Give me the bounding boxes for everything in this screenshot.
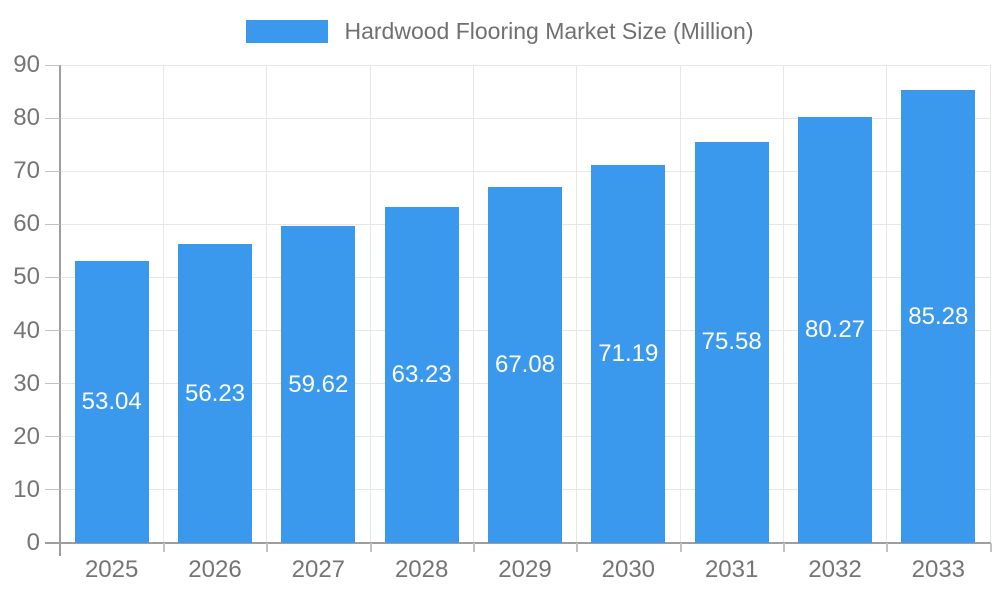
x-axis-tick-label: 2032 xyxy=(808,556,862,583)
legend: Hardwood Flooring Market Size (Million) xyxy=(0,0,1000,62)
x-axis-tick xyxy=(782,543,785,552)
x-axis-tick-label: 2027 xyxy=(291,556,346,583)
gridline-vertical xyxy=(886,65,888,543)
bar[interactable] xyxy=(178,244,252,543)
x-axis-tick xyxy=(679,543,682,552)
y-axis-tick-label: 60 xyxy=(13,210,40,238)
y-axis-tick xyxy=(45,117,60,119)
bar[interactable] xyxy=(591,164,666,543)
legend-label: Hardwood Flooring Market Size (Million) xyxy=(344,17,754,44)
y-axis-tick-label: 80 xyxy=(13,104,40,132)
x-axis-tick-label: 2026 xyxy=(188,556,242,583)
y-axis-tick-label: 10 xyxy=(13,475,40,503)
gridline-vertical xyxy=(576,65,578,543)
x-axis-tick xyxy=(369,543,372,552)
gridline-vertical xyxy=(989,65,991,543)
gridline-horizontal xyxy=(60,64,990,66)
bar[interactable] xyxy=(74,261,149,543)
x-axis-tick xyxy=(266,543,269,552)
x-axis-tick-label: 2030 xyxy=(601,556,656,583)
legend-swatch xyxy=(246,19,329,43)
y-axis-tick xyxy=(45,436,60,438)
x-axis-tick xyxy=(886,543,889,552)
x-axis-tick-label: 2028 xyxy=(394,556,449,583)
y-axis-tick-label: 0 xyxy=(26,529,40,556)
gridline-vertical xyxy=(679,65,681,543)
y-axis-tick xyxy=(45,223,60,225)
y-axis-tick xyxy=(45,276,60,278)
y-axis-tick-label: 30 xyxy=(13,369,40,397)
bar[interactable] xyxy=(281,226,356,543)
x-axis-tick-label: 2031 xyxy=(704,556,759,583)
x-axis-tick xyxy=(472,543,475,552)
y-axis-tick-label: 20 xyxy=(13,422,40,450)
legend-item[interactable]: Hardwood Flooring Market Size (Million) xyxy=(246,17,754,45)
y-axis-tick xyxy=(45,330,60,332)
y-axis-line xyxy=(59,65,61,556)
x-axis-tick-label: 2029 xyxy=(498,556,552,583)
gridline-vertical xyxy=(369,65,371,543)
y-axis-tick xyxy=(45,383,60,385)
y-axis-tick-label: 40 xyxy=(13,316,40,344)
x-axis-tick xyxy=(576,543,579,552)
gridline-vertical xyxy=(472,65,474,543)
bar[interactable] xyxy=(384,207,459,543)
bar[interactable] xyxy=(798,116,872,543)
gridline-vertical xyxy=(782,65,784,543)
bar[interactable] xyxy=(488,186,562,543)
bar[interactable] xyxy=(694,141,769,543)
x-axis-tick-label: 2025 xyxy=(84,556,139,583)
y-axis-tick-label: 50 xyxy=(13,263,40,291)
gridline-vertical xyxy=(162,65,164,543)
y-axis-tick xyxy=(45,170,60,172)
y-axis-tick-label: 70 xyxy=(13,157,40,185)
gridline-vertical xyxy=(266,65,268,543)
x-axis-tick xyxy=(162,543,165,552)
y-axis-tick xyxy=(45,489,60,491)
bar[interactable] xyxy=(901,90,976,543)
x-axis-tick xyxy=(989,543,992,552)
x-axis-tick-label: 2033 xyxy=(911,556,966,583)
y-axis-tick xyxy=(45,64,60,66)
